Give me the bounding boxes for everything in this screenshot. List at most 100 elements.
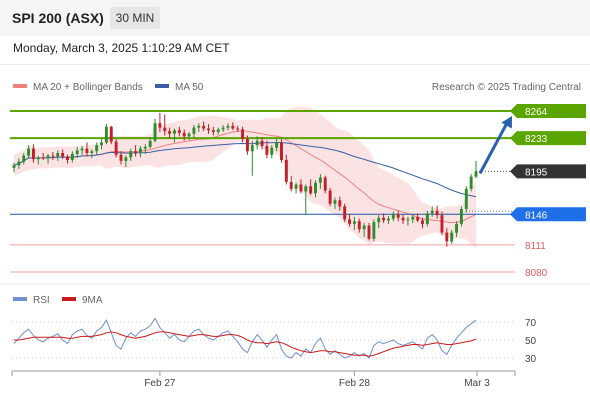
forecast-arrow xyxy=(478,116,512,175)
x-axis: Feb 27 Feb 28 Mar 3 xyxy=(11,370,516,389)
ma50-line xyxy=(13,141,477,198)
candle-body xyxy=(46,155,50,159)
candle-body xyxy=(31,148,35,160)
candle-body xyxy=(265,146,269,155)
candle-body xyxy=(362,225,366,230)
candle-body xyxy=(270,147,274,155)
moving-averages xyxy=(13,130,477,224)
candle-body xyxy=(367,225,371,239)
ma20-legend-swatch xyxy=(13,84,27,88)
ma50-legend-swatch xyxy=(155,84,169,88)
candle-body xyxy=(41,157,45,159)
candle-body xyxy=(104,126,108,143)
candle-body xyxy=(338,200,342,207)
candle-body xyxy=(124,157,128,161)
candle-body xyxy=(226,125,230,128)
candle-body xyxy=(236,128,240,130)
candle-body xyxy=(260,140,264,146)
candle-body xyxy=(129,151,133,158)
candle-body xyxy=(406,219,410,221)
candle-body xyxy=(192,127,196,134)
candle-body xyxy=(241,129,245,139)
rsi-tick-70: 70 xyxy=(525,318,537,329)
interval-button[interactable]: 30 MIN xyxy=(110,7,160,29)
candle-body xyxy=(421,220,424,224)
candle-body xyxy=(382,217,386,221)
candle-body xyxy=(138,148,142,153)
candle-body xyxy=(304,186,308,192)
candle-body xyxy=(75,150,79,154)
level-tag-8264-label: 8264 xyxy=(525,107,548,118)
candle-body xyxy=(474,171,478,177)
candle-body xyxy=(168,131,172,134)
candle-body xyxy=(22,155,26,162)
candle-body xyxy=(119,154,123,161)
forecast-arrow-shaft xyxy=(478,122,509,175)
candle-body xyxy=(289,181,293,189)
candle-body xyxy=(377,217,381,223)
rsi-panel: 70 50 30 xyxy=(12,317,537,365)
rsi-legend-swatch xyxy=(13,297,27,301)
candle-body xyxy=(343,206,347,220)
candle-body xyxy=(27,148,31,156)
candle-body xyxy=(182,132,186,137)
candle-body xyxy=(134,151,138,153)
candle-body xyxy=(255,140,259,146)
level-tag-8146-label: 8146 xyxy=(525,210,548,221)
candle-body xyxy=(202,125,206,129)
candle-body xyxy=(109,126,113,142)
header-divider xyxy=(0,64,590,65)
candle-body xyxy=(387,218,390,221)
level-tag-8080-label: 8080 xyxy=(525,268,548,279)
level-tag-8233-bg xyxy=(510,131,586,146)
candle-body xyxy=(221,127,225,130)
candle-body xyxy=(148,140,152,147)
candle-body xyxy=(411,216,415,220)
x-tick-label: Feb 27 xyxy=(144,378,176,389)
candle-body xyxy=(459,209,463,224)
candle-body xyxy=(275,142,279,148)
credit-label: Research © 2025 Trading Central xyxy=(432,82,581,93)
candle-body xyxy=(299,184,303,192)
forecast-arrow-head xyxy=(501,116,512,129)
candle-body xyxy=(372,222,376,239)
rsi-ma-legend-swatch xyxy=(62,297,76,301)
candle-body xyxy=(445,232,449,242)
candle-body xyxy=(95,145,99,152)
x-tick-label: Feb 28 xyxy=(339,378,371,389)
candle-body xyxy=(197,125,201,128)
candle-body xyxy=(153,123,157,141)
candle-body xyxy=(231,125,235,129)
rsi-ma-line xyxy=(14,331,477,357)
candle-body xyxy=(352,221,356,224)
rsi-tick-30: 30 xyxy=(525,354,537,365)
candle-body xyxy=(455,223,459,233)
candle-body xyxy=(440,215,444,233)
candle-body xyxy=(66,156,69,160)
current-price-tag-label: 8195 xyxy=(525,167,548,178)
price-legend: MA 20 + Bollinger Bands MA 50 Research ©… xyxy=(13,82,581,93)
candle-body xyxy=(309,186,313,194)
rsi-tick-50: 50 xyxy=(525,336,537,347)
candle-body xyxy=(173,130,176,134)
candle-body xyxy=(80,148,84,151)
candle-body xyxy=(245,139,249,152)
candle-body xyxy=(158,123,162,128)
candle-body xyxy=(450,232,454,242)
instrument-title: SPI 200 (ASX) xyxy=(12,10,104,26)
candle-body xyxy=(250,145,254,152)
rsi-ma-legend-label: 9MA xyxy=(82,295,103,306)
candle-body xyxy=(51,155,55,157)
candle-body xyxy=(284,160,288,182)
candle-body xyxy=(85,148,89,153)
candle-body xyxy=(294,184,298,189)
candle-body xyxy=(323,177,327,191)
level-tags: 8264 8233 8195 8146 8111 8080 xyxy=(510,104,586,279)
x-tick-label: Mar 3 xyxy=(464,378,490,389)
candle-body xyxy=(464,188,468,209)
candle-body xyxy=(56,153,60,157)
level-tag-8146-bg xyxy=(510,207,586,222)
candle-body xyxy=(318,177,322,183)
bollinger-band xyxy=(14,106,476,249)
